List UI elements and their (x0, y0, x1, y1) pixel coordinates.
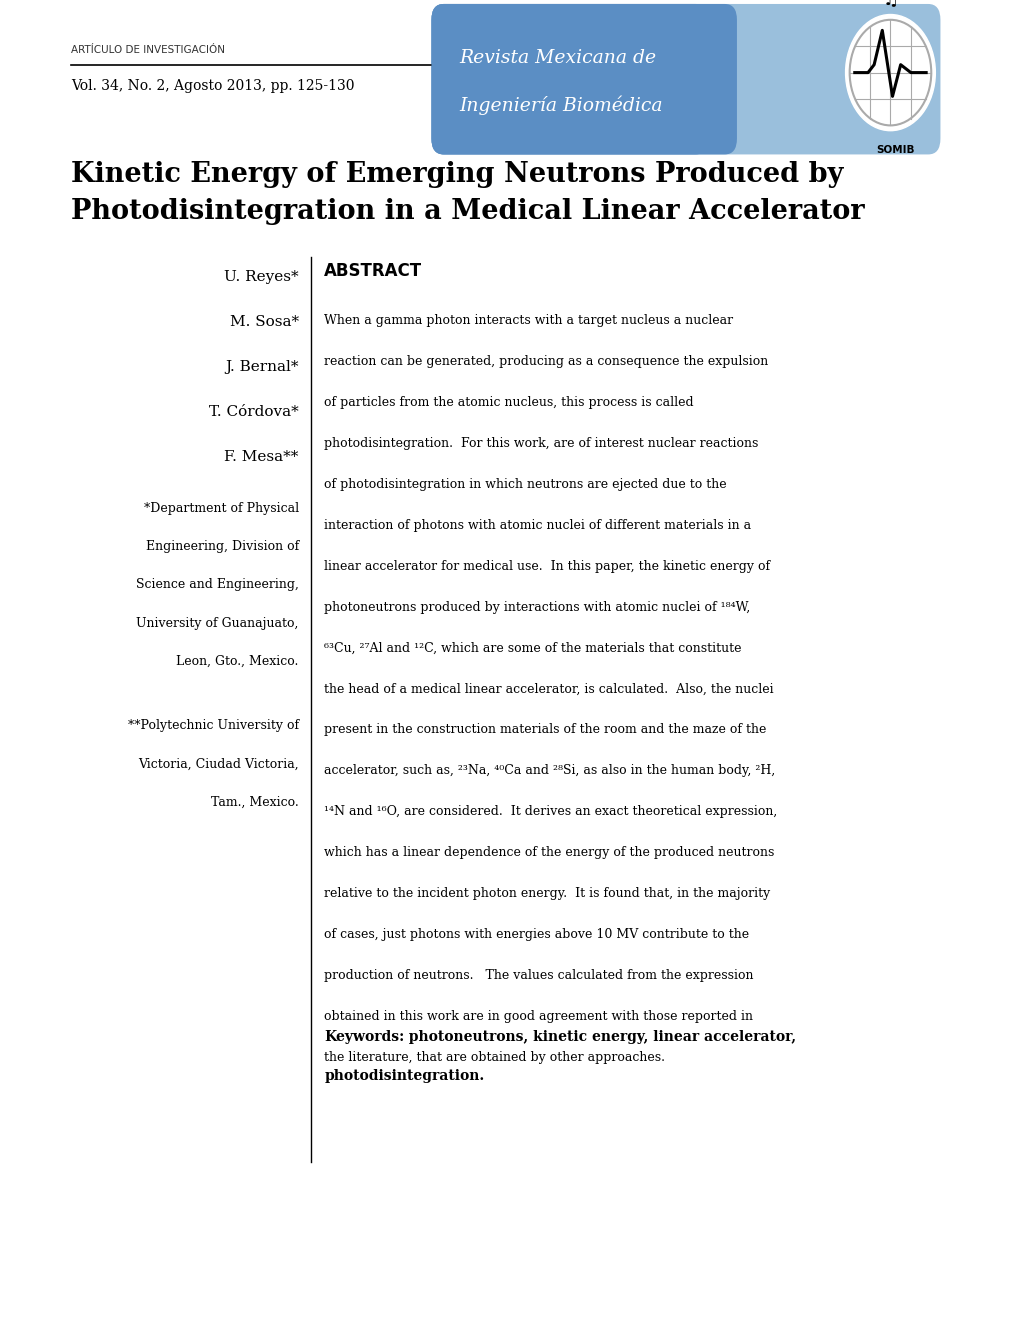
Text: linear accelerator for medical use.  In this paper, the kinetic energy of: linear accelerator for medical use. In t… (324, 560, 769, 573)
Text: Ingeniería Biomédica: Ingeniería Biomédica (459, 95, 662, 115)
Text: T. Córdova*: T. Córdova* (209, 405, 299, 418)
Text: Kinetic Energy of Emerging Neutrons Produced by: Kinetic Energy of Emerging Neutrons Prod… (71, 161, 843, 187)
Text: of cases, just photons with energies above 10 MV contribute to the: of cases, just photons with energies abo… (324, 928, 749, 941)
Text: F. Mesa**: F. Mesa** (224, 450, 299, 463)
Text: University of Guanajuato,: University of Guanajuato, (137, 616, 299, 630)
Text: interaction of photons with atomic nuclei of different materials in a: interaction of photons with atomic nucle… (324, 519, 751, 532)
Text: the head of a medical linear accelerator, is calculated.  Also, the nuclei: the head of a medical linear accelerator… (324, 682, 773, 696)
Text: Revista Mexicana de: Revista Mexicana de (459, 49, 655, 67)
Text: **Polytechnic University of: **Polytechnic University of (127, 719, 299, 733)
Text: Vol. 34, No. 2, Agosto 2013, pp. 125-130: Vol. 34, No. 2, Agosto 2013, pp. 125-130 (71, 79, 355, 92)
Text: present in the construction materials of the room and the maze of the: present in the construction materials of… (324, 723, 766, 737)
Text: photodisintegration.  For this work, are of interest nuclear reactions: photodisintegration. For this work, are … (324, 437, 758, 450)
Text: ABSTRACT: ABSTRACT (324, 261, 422, 280)
Text: M. Sosa*: M. Sosa* (229, 315, 299, 329)
FancyBboxPatch shape (431, 4, 940, 154)
Text: ⁶³Cu, ²⁷Al and ¹²C, which are some of the materials that constitute: ⁶³Cu, ²⁷Al and ¹²C, which are some of th… (324, 642, 741, 655)
FancyBboxPatch shape (431, 4, 707, 154)
Text: ¹⁴N and ¹⁶O, are considered.  It derives an exact theoretical expression,: ¹⁴N and ¹⁶O, are considered. It derives … (324, 805, 776, 818)
Text: Leon, Gto., Mexico.: Leon, Gto., Mexico. (176, 655, 299, 668)
Text: SOMIB: SOMIB (875, 145, 914, 156)
Text: obtained in this work are in good agreement with those reported in: obtained in this work are in good agreem… (324, 1010, 753, 1023)
Text: ♫: ♫ (881, 0, 898, 9)
Text: production of neutrons.   The values calculated from the expression: production of neutrons. The values calcu… (324, 969, 753, 982)
Text: photodisintegration.: photodisintegration. (324, 1069, 484, 1084)
Text: Tam., Mexico.: Tam., Mexico. (211, 796, 299, 809)
Text: photoneutrons, kinetic energy, linear accelerator,: photoneutrons, kinetic energy, linear ac… (398, 1030, 795, 1044)
Text: Photodisintegration in a Medical Linear Accelerator: Photodisintegration in a Medical Linear … (71, 198, 864, 224)
FancyBboxPatch shape (431, 4, 736, 154)
Text: *Department of Physical: *Department of Physical (144, 502, 299, 515)
Text: Science and Engineering,: Science and Engineering, (136, 578, 299, 591)
Text: relative to the incident photon energy.  It is found that, in the majority: relative to the incident photon energy. … (324, 887, 770, 900)
Text: which has a linear dependence of the energy of the produced neutrons: which has a linear dependence of the ene… (324, 846, 774, 859)
Text: of photodisintegration in which neutrons are ejected due to the: of photodisintegration in which neutrons… (324, 478, 727, 491)
Circle shape (845, 15, 934, 131)
Text: photoneutrons produced by interactions with atomic nuclei of ¹⁸⁴W,: photoneutrons produced by interactions w… (324, 601, 750, 614)
Text: Victoria, Ciudad Victoria,: Victoria, Ciudad Victoria, (139, 758, 299, 771)
Text: Engineering, Division of: Engineering, Division of (146, 540, 299, 553)
Text: ARTÍCULO DE INVESTIGACIÓN: ARTÍCULO DE INVESTIGACIÓN (71, 45, 225, 55)
Text: When a gamma photon interacts with a target nucleus a nuclear: When a gamma photon interacts with a tar… (324, 314, 733, 327)
Text: Keywords:: Keywords: (324, 1030, 405, 1044)
Text: J. Bernal*: J. Bernal* (225, 360, 299, 374)
Text: U. Reyes*: U. Reyes* (224, 271, 299, 284)
Text: of particles from the atomic nucleus, this process is called: of particles from the atomic nucleus, th… (324, 396, 693, 409)
Text: accelerator, such as, ²³Na, ⁴⁰Ca and ²⁸Si, as also in the human body, ²H,: accelerator, such as, ²³Na, ⁴⁰Ca and ²⁸S… (324, 764, 774, 777)
Text: reaction can be generated, producing as a consequence the expulsion: reaction can be generated, producing as … (324, 355, 768, 368)
Text: the literature, that are obtained by other approaches.: the literature, that are obtained by oth… (324, 1051, 664, 1064)
